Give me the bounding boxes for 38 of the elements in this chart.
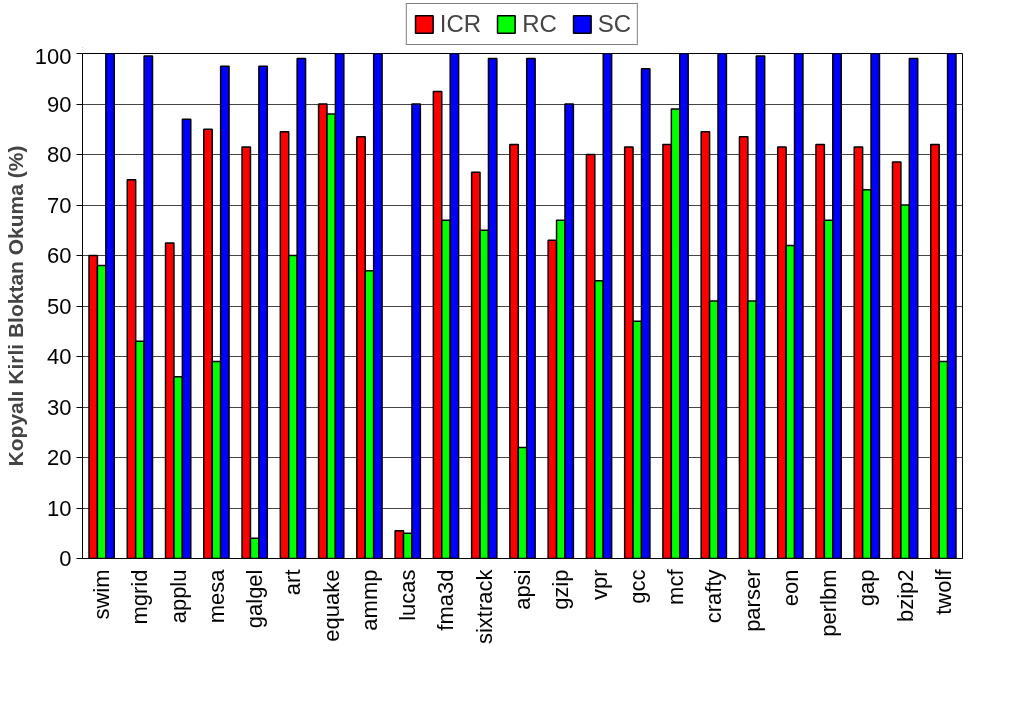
x-tick-label: crafty [701,569,727,624]
y-axis-title: Kopyalı Kirli Bloktan Okuma (%) [3,145,27,467]
y-tick-label: 20 [47,445,72,470]
x-tick-label: ammp [356,569,382,631]
y-tick-label: 40 [47,344,72,369]
y-tick-label: 100 [34,43,72,69]
x-tick-label: art [280,569,306,596]
y-tick-label: 30 [47,394,72,420]
legend-label: ICR [439,10,482,38]
x-tick-label: sixtrack [471,568,497,645]
x-tick-label: mcf [663,568,689,605]
y-tick-label: 0 [59,546,72,571]
y-tick-label: 50 [47,293,72,319]
y-tick-label: 70 [47,192,72,218]
legend-label: RC [522,10,557,38]
x-tick-label: equake [318,569,344,642]
x-tick-label: eon [777,569,803,607]
x-tick-label: swim [89,569,115,620]
y-tick-label: 10 [47,495,72,521]
x-tick-label: applu [165,569,191,624]
x-tick-label: galgel [242,569,268,629]
x-tick-label: gap [854,569,880,607]
x-tick-label: perlbm [816,569,842,637]
x-tick-label: vpr [586,569,612,601]
x-tick-label: gcc [624,569,650,604]
x-tick-label: parser [739,569,765,632]
x-tick-label: mgrid [127,569,153,625]
x-tick-label: mesa [203,568,229,624]
y-tick-label: 80 [47,142,72,167]
x-tick-label: bzip2 [892,569,918,623]
x-tick-label: apsi [510,569,535,610]
legend-label: SC [597,10,632,38]
y-tick-label: 60 [47,243,72,268]
x-tick-label: lucas [395,569,421,621]
x-tick-label: twolf [930,568,956,615]
x-tick-label: gzip [548,569,574,610]
y-tick-label: 90 [47,91,72,117]
x-tick-label: fma3d [433,569,459,631]
